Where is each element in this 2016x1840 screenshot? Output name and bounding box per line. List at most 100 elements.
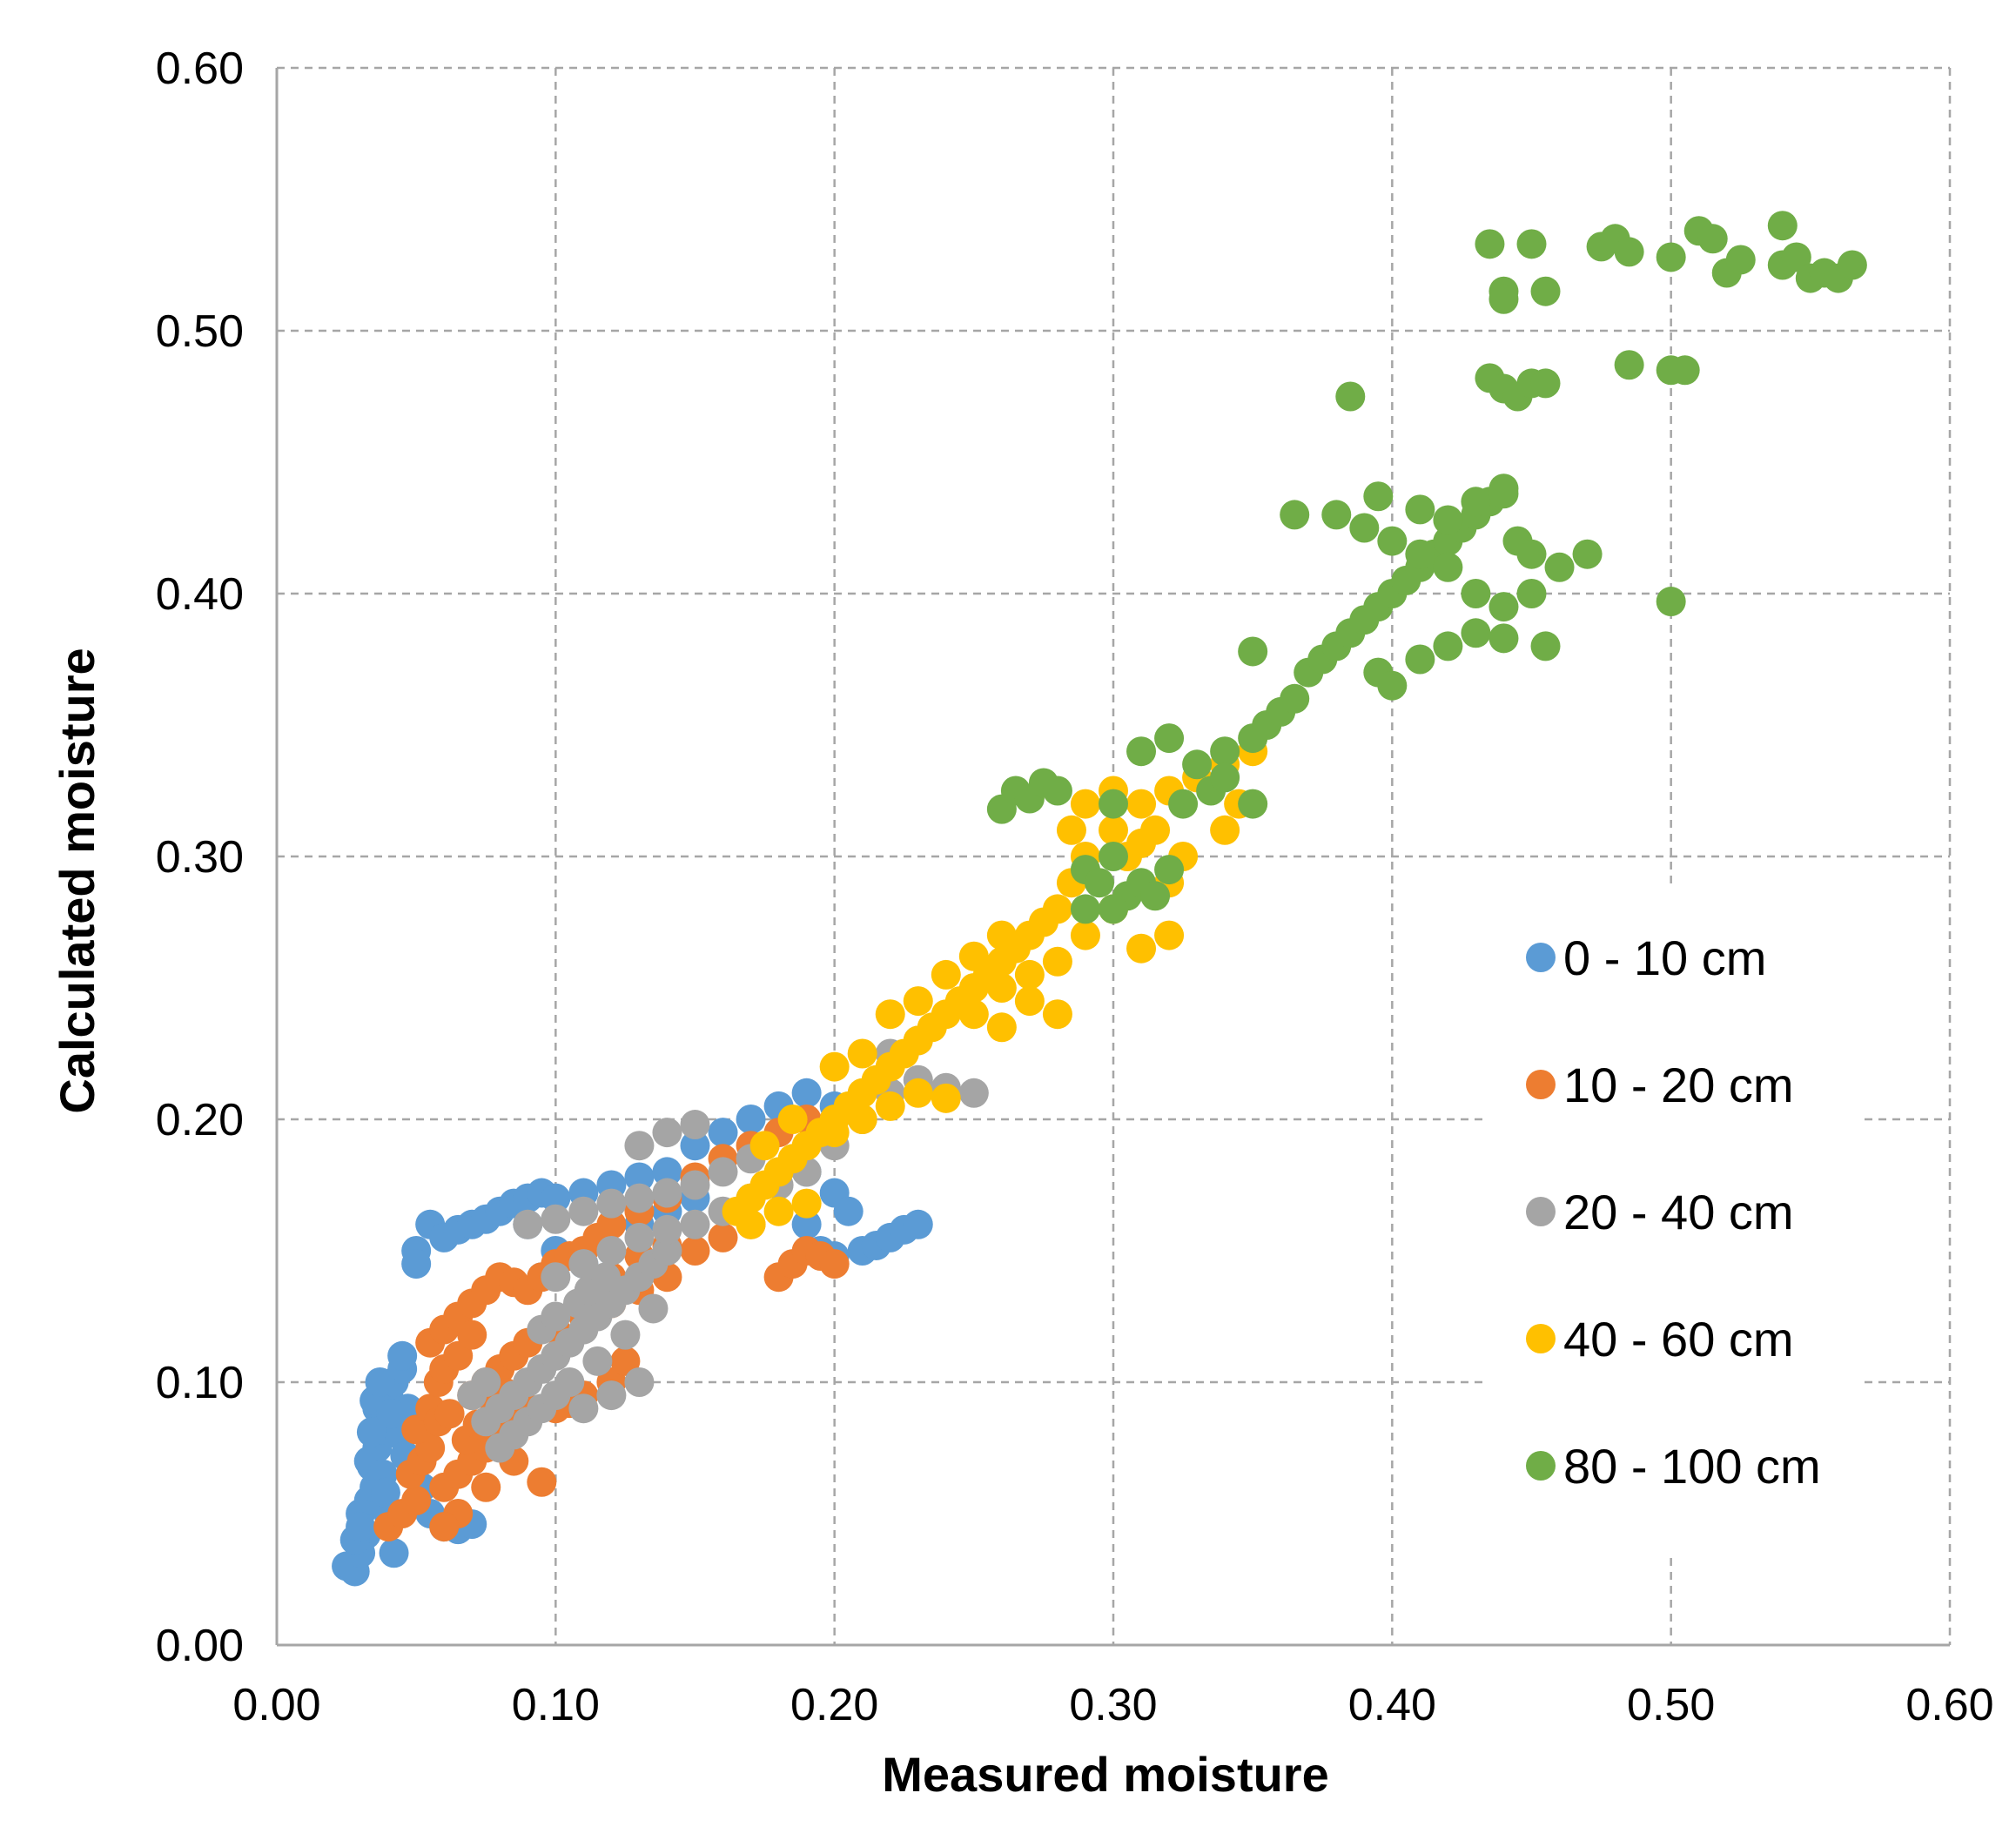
data-point xyxy=(652,1157,682,1187)
data-point xyxy=(471,1367,501,1397)
data-point xyxy=(1614,237,1644,267)
legend-marker xyxy=(1526,1070,1556,1099)
data-point xyxy=(1614,350,1644,380)
data-point xyxy=(1070,920,1100,950)
data-point xyxy=(1099,842,1128,871)
data-point xyxy=(1488,623,1519,654)
data-point xyxy=(1238,636,1268,667)
data-point xyxy=(1405,494,1435,525)
data-point xyxy=(680,1236,710,1266)
legend-label: 80 - 100 cm xyxy=(1563,1439,1821,1494)
data-point xyxy=(652,1178,682,1208)
data-point xyxy=(708,1157,738,1187)
data-point xyxy=(986,1012,1017,1043)
data-point xyxy=(708,1222,738,1252)
data-point xyxy=(638,1293,669,1324)
data-point xyxy=(624,1367,655,1397)
data-point xyxy=(1084,868,1114,898)
data-point xyxy=(1126,789,1157,819)
data-point xyxy=(833,1196,864,1226)
data-point xyxy=(1126,736,1157,767)
data-point xyxy=(624,1131,655,1161)
data-point xyxy=(1377,670,1408,701)
data-point xyxy=(1099,894,1128,924)
x-axis-title: Measured moisture xyxy=(882,1747,1329,1802)
data-point xyxy=(1405,539,1435,569)
data-point xyxy=(1070,789,1100,819)
data-point xyxy=(903,986,933,1017)
x-tick-label: 0.60 xyxy=(1905,1680,1993,1730)
data-point xyxy=(680,1110,710,1140)
data-point xyxy=(847,1038,877,1069)
data-point xyxy=(1837,250,1867,280)
data-point xyxy=(1154,723,1185,754)
data-point xyxy=(1280,500,1310,530)
data-point xyxy=(457,1320,487,1350)
data-point xyxy=(1126,933,1157,964)
data-point xyxy=(1042,894,1072,924)
data-point xyxy=(903,1209,933,1239)
data-point xyxy=(1475,229,1505,259)
data-point xyxy=(471,1472,501,1502)
data-point xyxy=(1670,355,1700,386)
y-tick-label: 0.00 xyxy=(156,1621,244,1671)
data-point xyxy=(568,1249,599,1279)
data-point xyxy=(1767,211,1798,241)
data-point xyxy=(1070,894,1100,924)
y-axis-title: Calculated moisture xyxy=(50,648,104,1113)
data-point xyxy=(1210,762,1240,793)
data-point xyxy=(513,1209,543,1239)
data-point xyxy=(652,1214,682,1245)
data-point xyxy=(1697,224,1728,254)
data-point xyxy=(541,1204,571,1234)
data-point xyxy=(1377,526,1408,556)
data-point xyxy=(1433,631,1463,661)
legend-marker xyxy=(1526,943,1556,972)
data-point xyxy=(1544,552,1575,582)
data-point xyxy=(401,1414,432,1445)
data-point xyxy=(596,1188,627,1219)
y-tick-label: 0.50 xyxy=(156,306,244,357)
x-tick-label: 0.10 xyxy=(512,1680,600,1730)
data-point xyxy=(554,1367,585,1397)
data-point xyxy=(1433,552,1463,582)
data-point xyxy=(1461,579,1491,608)
data-point xyxy=(1461,618,1491,648)
data-point xyxy=(1488,479,1519,509)
data-point xyxy=(1168,789,1199,819)
data-point xyxy=(356,1417,386,1447)
data-point xyxy=(596,1209,627,1239)
data-point xyxy=(1335,381,1366,412)
data-points xyxy=(332,211,1867,1587)
data-point xyxy=(541,1301,571,1332)
data-point xyxy=(680,1209,710,1239)
data-point xyxy=(1042,776,1072,806)
data-point xyxy=(443,1340,474,1371)
legend-label: 0 - 10 cm xyxy=(1563,930,1766,985)
data-point xyxy=(958,1078,989,1108)
data-point xyxy=(582,1346,613,1376)
data-point xyxy=(1530,631,1561,661)
data-point xyxy=(791,1209,822,1239)
data-point xyxy=(1656,242,1686,272)
data-point xyxy=(708,1118,738,1148)
x-tick-label: 0.00 xyxy=(232,1680,320,1730)
data-point xyxy=(986,973,1017,1003)
y-tick-label: 0.60 xyxy=(156,44,244,94)
data-point xyxy=(568,1393,599,1424)
data-point xyxy=(819,1249,850,1279)
data-point xyxy=(1154,920,1185,950)
data-point xyxy=(370,1477,400,1508)
y-tick-label: 0.40 xyxy=(156,569,244,620)
data-point xyxy=(1516,539,1547,569)
data-point xyxy=(931,1083,961,1113)
data-point xyxy=(1516,579,1547,608)
data-point xyxy=(624,1222,655,1252)
data-point xyxy=(1488,592,1519,622)
data-point xyxy=(958,999,989,1030)
data-point xyxy=(401,1249,432,1279)
data-point xyxy=(847,1105,877,1134)
data-point xyxy=(777,1105,808,1134)
